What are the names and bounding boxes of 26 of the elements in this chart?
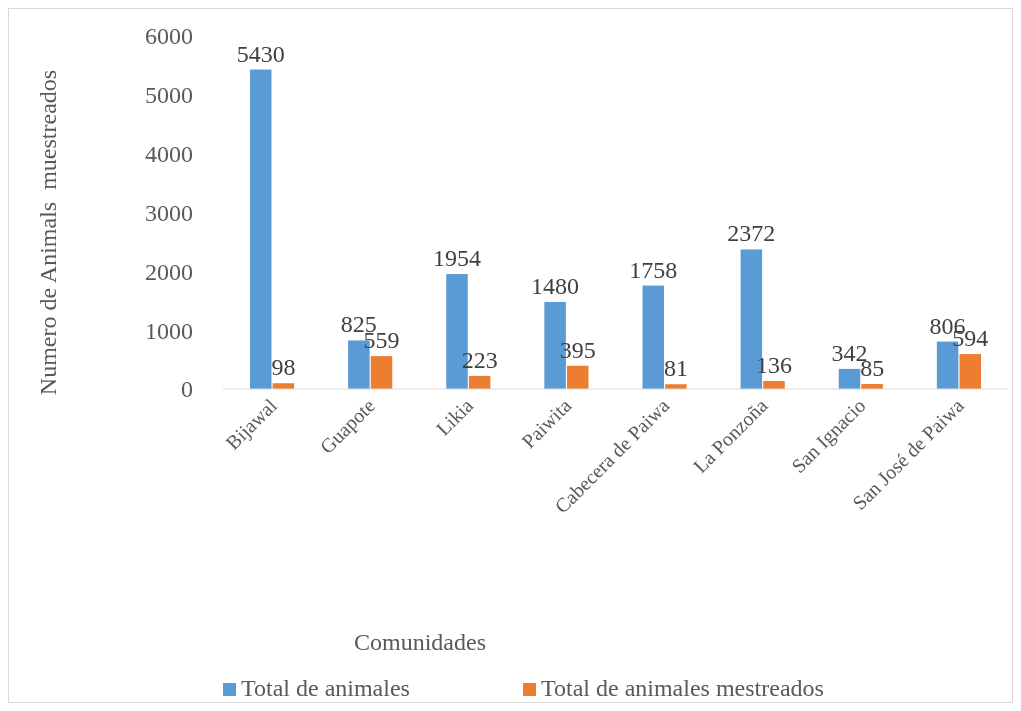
legend-label: Total de animales bbox=[241, 675, 410, 701]
y-tick-label: 4000 bbox=[145, 141, 193, 168]
x-tick-label: Likia bbox=[431, 394, 478, 440]
y-tick-label: 1000 bbox=[145, 317, 193, 344]
bar bbox=[838, 368, 861, 389]
bar bbox=[370, 356, 393, 389]
bar bbox=[567, 365, 589, 389]
bar bbox=[249, 69, 272, 389]
y-tick-label: 2000 bbox=[145, 258, 193, 285]
x-axis-title: Comunidades bbox=[354, 629, 486, 655]
data-label: 81 bbox=[663, 355, 688, 382]
data-label: 5430 bbox=[236, 40, 285, 67]
data-label: 1758 bbox=[629, 256, 678, 283]
legend-label: Total de animales mestreados bbox=[541, 675, 824, 701]
data-label: 98 bbox=[271, 354, 296, 381]
data-label: 1480 bbox=[531, 272, 580, 299]
y-axis-title: Numero de Animals muestreados bbox=[35, 69, 61, 396]
data-label: 1954 bbox=[432, 245, 481, 272]
y-tick-label: 0 bbox=[181, 376, 193, 403]
bar bbox=[959, 354, 982, 389]
bar bbox=[763, 381, 785, 389]
data-label: 2372 bbox=[727, 220, 776, 247]
y-tick-label: 6000 bbox=[145, 23, 193, 50]
y-tick-label: 5000 bbox=[145, 82, 193, 109]
bar bbox=[642, 285, 664, 389]
y-tick-label: 3000 bbox=[145, 199, 193, 226]
